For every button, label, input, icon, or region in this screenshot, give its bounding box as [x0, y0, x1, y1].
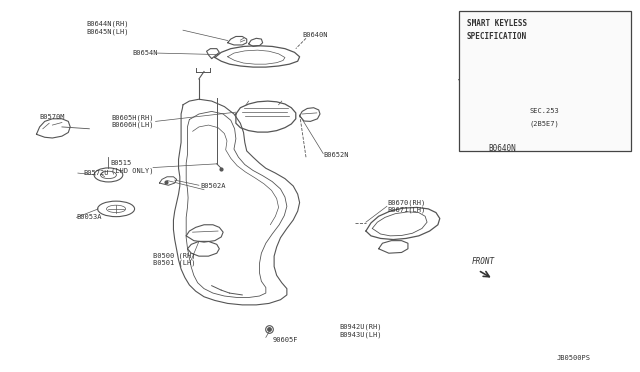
Text: JB0500PS: JB0500PS	[557, 355, 591, 361]
Text: SMART KEYLESS: SMART KEYLESS	[467, 19, 527, 28]
Text: B0515
(LHD ONLY): B0515 (LHD ONLY)	[111, 160, 153, 174]
Text: B0053A: B0053A	[77, 214, 102, 220]
Text: B0652N: B0652N	[323, 152, 349, 158]
Text: SPECIFICATION: SPECIFICATION	[467, 32, 527, 41]
Text: B0572U: B0572U	[83, 170, 108, 176]
Text: B0942U(RH)
B0943U(LH): B0942U(RH) B0943U(LH)	[339, 324, 381, 338]
Text: 90605F: 90605F	[272, 337, 298, 343]
Text: (2B5E7): (2B5E7)	[529, 121, 559, 127]
Text: B0570M: B0570M	[40, 113, 65, 119]
Text: FRONT: FRONT	[472, 257, 495, 266]
Text: B0605H(RH)
B0606H(LH): B0605H(RH) B0606H(LH)	[112, 114, 154, 128]
Text: B0500 (RH)
B0501 (LH): B0500 (RH) B0501 (LH)	[153, 252, 196, 266]
Text: B0670(RH)
B0671(LH): B0670(RH) B0671(LH)	[387, 199, 425, 213]
Bar	[459, 11, 631, 151]
Text: B0640N: B0640N	[488, 144, 516, 153]
Text: SEC.253: SEC.253	[529, 109, 559, 115]
Text: B0644N(RH)
B0645N(LH): B0644N(RH) B0645N(LH)	[86, 21, 129, 35]
Text: B0640N: B0640N	[302, 32, 328, 38]
Text: B0654N: B0654N	[132, 50, 157, 56]
Text: B0502A: B0502A	[200, 183, 226, 189]
